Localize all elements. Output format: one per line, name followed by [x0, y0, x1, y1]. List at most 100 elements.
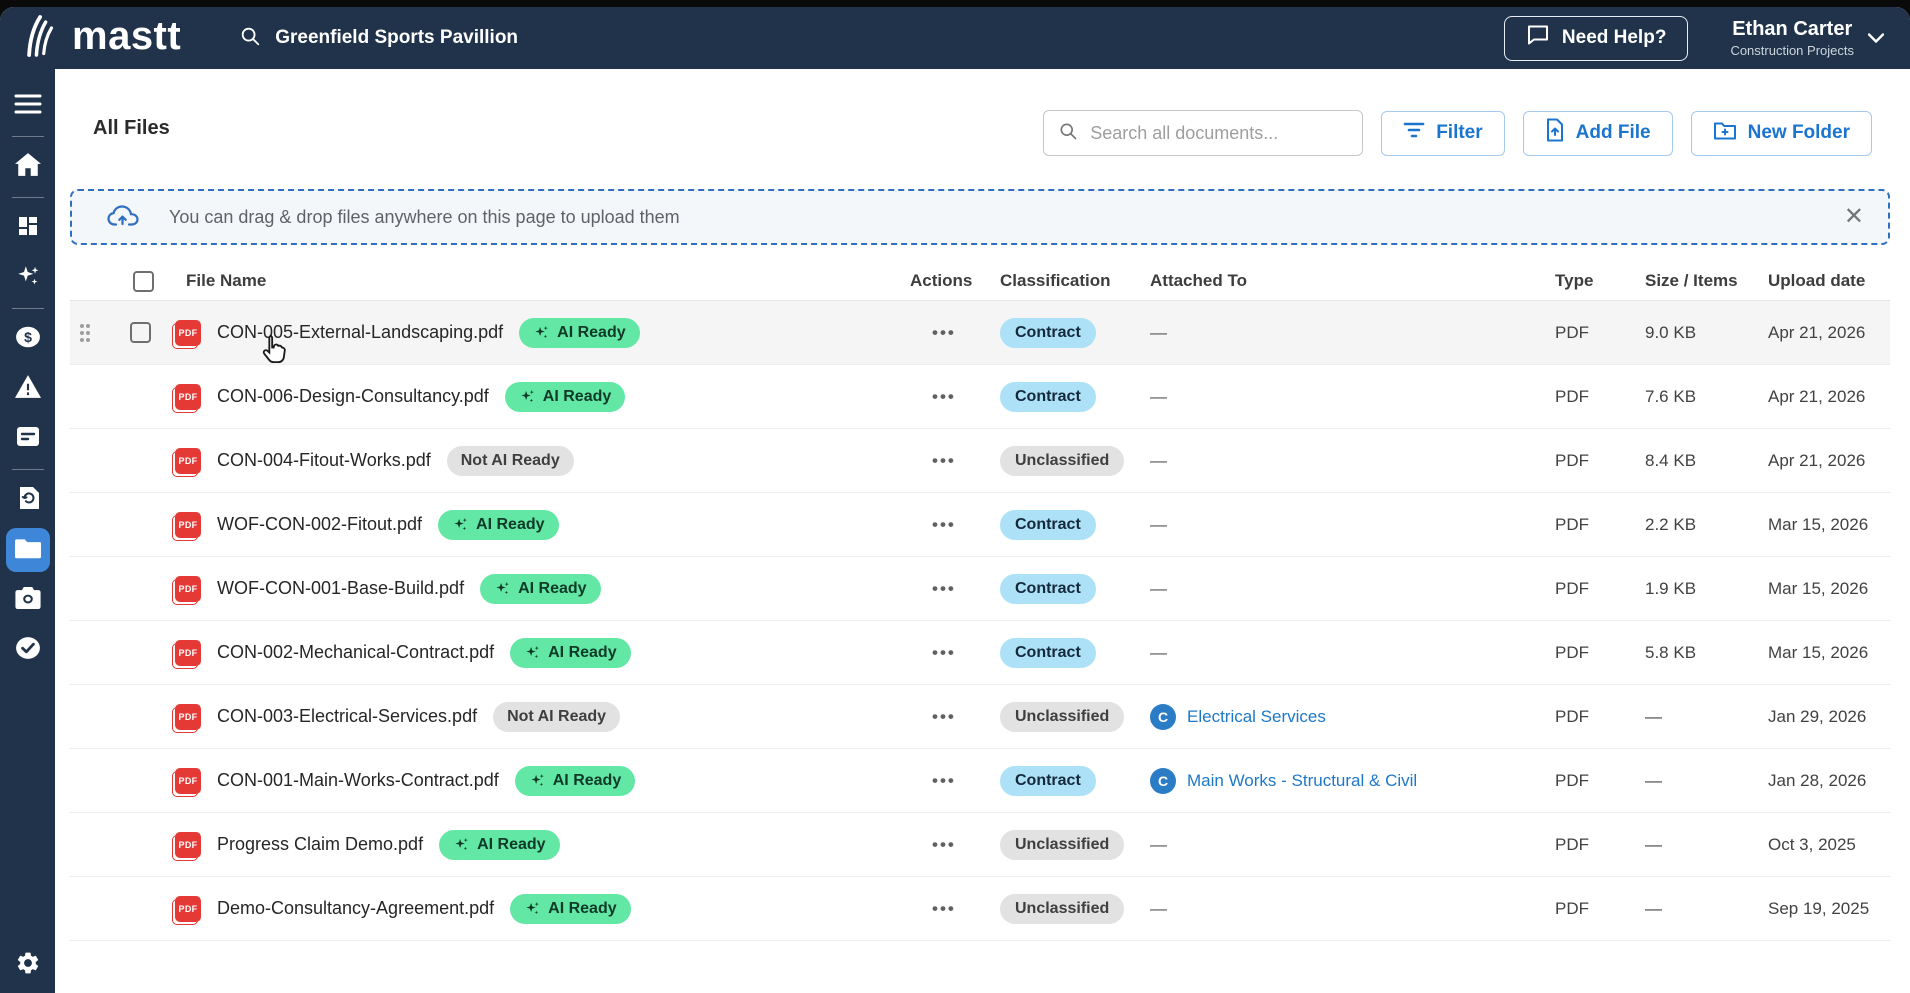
- table-row[interactable]: PDFCON-004-Fitout-Works.pdfNot AI Ready•…: [70, 429, 1890, 493]
- sidebar-item-settings[interactable]: [0, 950, 55, 981]
- file-name[interactable]: Demo-Consultancy-Agreement.pdf: [217, 898, 494, 919]
- close-icon[interactable]: ✕: [1844, 205, 1864, 229]
- document-search[interactable]: [1043, 110, 1363, 156]
- file-type: PDF: [1555, 707, 1589, 726]
- search-input[interactable]: [1090, 123, 1348, 144]
- project-switcher[interactable]: Greenfield Sports Pavillion: [239, 25, 518, 52]
- sidebar-item-dashboard[interactable]: [6, 206, 50, 250]
- table-row[interactable]: PDFCON-002-Mechanical-Contract.pdfAI Rea…: [70, 621, 1890, 685]
- sidebar-item-files[interactable]: [6, 528, 50, 572]
- more-actions-icon[interactable]: •••: [910, 451, 956, 470]
- ai-ready-badge: AI Ready: [510, 894, 630, 924]
- file-name[interactable]: CON-006-Design-Consultancy.pdf: [217, 386, 489, 407]
- table-row[interactable]: PDFProgress Claim Demo.pdfAI Ready•••Unc…: [70, 813, 1890, 877]
- file-name[interactable]: Progress Claim Demo.pdf: [217, 834, 423, 855]
- sparkles-icon: [529, 772, 546, 789]
- sidebar-item-approvals[interactable]: [6, 628, 50, 672]
- new-folder-button[interactable]: New Folder: [1691, 111, 1872, 156]
- file-name[interactable]: CON-005-External-Landscaping.pdf: [217, 322, 503, 343]
- table-row[interactable]: PDF CON-001-Main-Works-Contract.pdf AI Rea…: [70, 749, 1890, 813]
- sidebar-item-home[interactable]: [6, 145, 50, 189]
- files-table: File Name Actions Classification Attache…: [70, 262, 1890, 941]
- file-name[interactable]: WOF-CON-001-Base-Build.pdf: [217, 578, 464, 599]
- file-name[interactable]: CON-003-Electrical-Services.pdf: [217, 706, 477, 727]
- upload-date: Mar 15, 2026: [1768, 579, 1868, 598]
- sidebar-item-payments[interactable]: $: [6, 317, 50, 361]
- ai-badge-label: AI Ready: [557, 324, 625, 342]
- table-row[interactable]: PDFCON-006-Design-Consultancy.pdfAI Read…: [70, 365, 1890, 429]
- upload-date: Mar 15, 2026: [1768, 643, 1868, 662]
- select-all-checkbox[interactable]: [133, 271, 154, 292]
- more-actions-icon[interactable]: •••: [910, 323, 956, 342]
- mastt-logo[interactable]: mastt: [24, 14, 181, 63]
- table-row[interactable]: PDF WOF-CON-001-Base-Build.pdf AI Ready •••…: [70, 557, 1890, 621]
- file-name[interactable]: CON-002-Mechanical-Contract.pdf: [217, 642, 494, 663]
- toolbar: Filter Add File New Folder: [1043, 110, 1872, 156]
- classification-badge: Unclassified: [1000, 830, 1124, 860]
- add-file-label: Add File: [1576, 122, 1651, 144]
- history-icon: [16, 486, 40, 515]
- file-size: 1.9 KB: [1645, 579, 1696, 598]
- sidebar-item-menu[interactable]: [6, 84, 50, 128]
- sparkles-icon: [15, 263, 41, 294]
- need-help-button[interactable]: Need Help?: [1504, 16, 1689, 61]
- ai-badge-label: AI Ready: [553, 772, 621, 790]
- user-menu[interactable]: Ethan Carter Construction Projects: [1730, 18, 1884, 58]
- pdf-file-icon: PDF: [175, 768, 201, 794]
- ai-ready-badge: AI Ready: [480, 574, 600, 604]
- more-actions-icon[interactable]: •••: [910, 643, 956, 662]
- file-size: —: [1645, 835, 1662, 854]
- table-row[interactable]: PDFCON-005-External-Landscaping.pdfAI Re…: [70, 301, 1890, 365]
- sidebar-item-ai-assistant[interactable]: [6, 256, 50, 300]
- file-type: PDF: [1555, 899, 1589, 918]
- attached-contract-link[interactable]: Main Works - Structural & Civil: [1187, 771, 1417, 791]
- file-name[interactable]: CON-004-Fitout-Works.pdf: [217, 450, 431, 471]
- row-checkbox[interactable]: [130, 322, 151, 343]
- filter-label: Filter: [1436, 122, 1482, 144]
- file-type: PDF: [1555, 387, 1589, 406]
- sidebar-divider: [12, 469, 44, 470]
- ai-badge-label: Not AI Ready: [507, 708, 606, 726]
- more-actions-icon[interactable]: •••: [910, 387, 956, 406]
- more-actions-icon[interactable]: •••: [910, 899, 956, 918]
- classification-badge: Unclassified: [1000, 894, 1124, 924]
- file-size: 5.8 KB: [1645, 643, 1696, 662]
- drag-handle-icon[interactable]: [78, 321, 92, 345]
- table-row[interactable]: PDF CON-003-Electrical-Services.pdf Not AI…: [70, 685, 1890, 749]
- need-help-label: Need Help?: [1562, 27, 1667, 49]
- file-type: PDF: [1555, 771, 1589, 790]
- folder-icon: [15, 537, 41, 564]
- sidebar-item-history[interactable]: [6, 478, 50, 522]
- column-header-size: Size / Items: [1645, 271, 1738, 290]
- ai-badge-label: AI Ready: [518, 580, 586, 598]
- column-header-upload-date: Upload date: [1768, 271, 1865, 290]
- table-row[interactable]: PDF Demo-Consultancy-Agreement.pdf AI Read…: [70, 877, 1890, 941]
- file-size: 8.4 KB: [1645, 451, 1696, 470]
- file-type: PDF: [1555, 451, 1589, 470]
- more-actions-icon[interactable]: •••: [910, 771, 956, 790]
- sidebar-item-reports[interactable]: [6, 417, 50, 461]
- ai-badge-label: AI Ready: [477, 836, 545, 854]
- chat-bubble-icon: [1526, 24, 1550, 52]
- filter-button[interactable]: Filter: [1381, 111, 1504, 156]
- ai-badge-label: AI Ready: [548, 900, 616, 918]
- attached-to: CElectrical Services: [1150, 704, 1555, 730]
- file-size: —: [1645, 899, 1662, 918]
- filter-icon: [1403, 121, 1425, 145]
- sidebar-item-photos[interactable]: [6, 578, 50, 622]
- search-icon: [1058, 121, 1078, 146]
- file-name[interactable]: CON-001-Main-Works-Contract.pdf: [217, 770, 499, 791]
- table-row[interactable]: PDFWOF-CON-002-Fitout.pdfAI Ready•••Cont…: [70, 493, 1890, 557]
- more-actions-icon[interactable]: •••: [910, 835, 956, 854]
- sparkles-icon: [519, 388, 536, 405]
- attached-contract-link[interactable]: Electrical Services: [1187, 707, 1326, 727]
- more-actions-icon[interactable]: •••: [910, 707, 956, 726]
- more-actions-icon[interactable]: •••: [910, 579, 956, 598]
- pdf-file-icon: PDF: [175, 576, 201, 602]
- add-file-button[interactable]: Add File: [1523, 111, 1673, 156]
- ai-ready-badge: AI Ready: [438, 510, 558, 540]
- warning-triangle-icon: [15, 375, 41, 404]
- more-actions-icon[interactable]: •••: [910, 515, 956, 534]
- sidebar-item-risks[interactable]: [6, 367, 50, 411]
- file-name[interactable]: WOF-CON-002-Fitout.pdf: [217, 514, 422, 535]
